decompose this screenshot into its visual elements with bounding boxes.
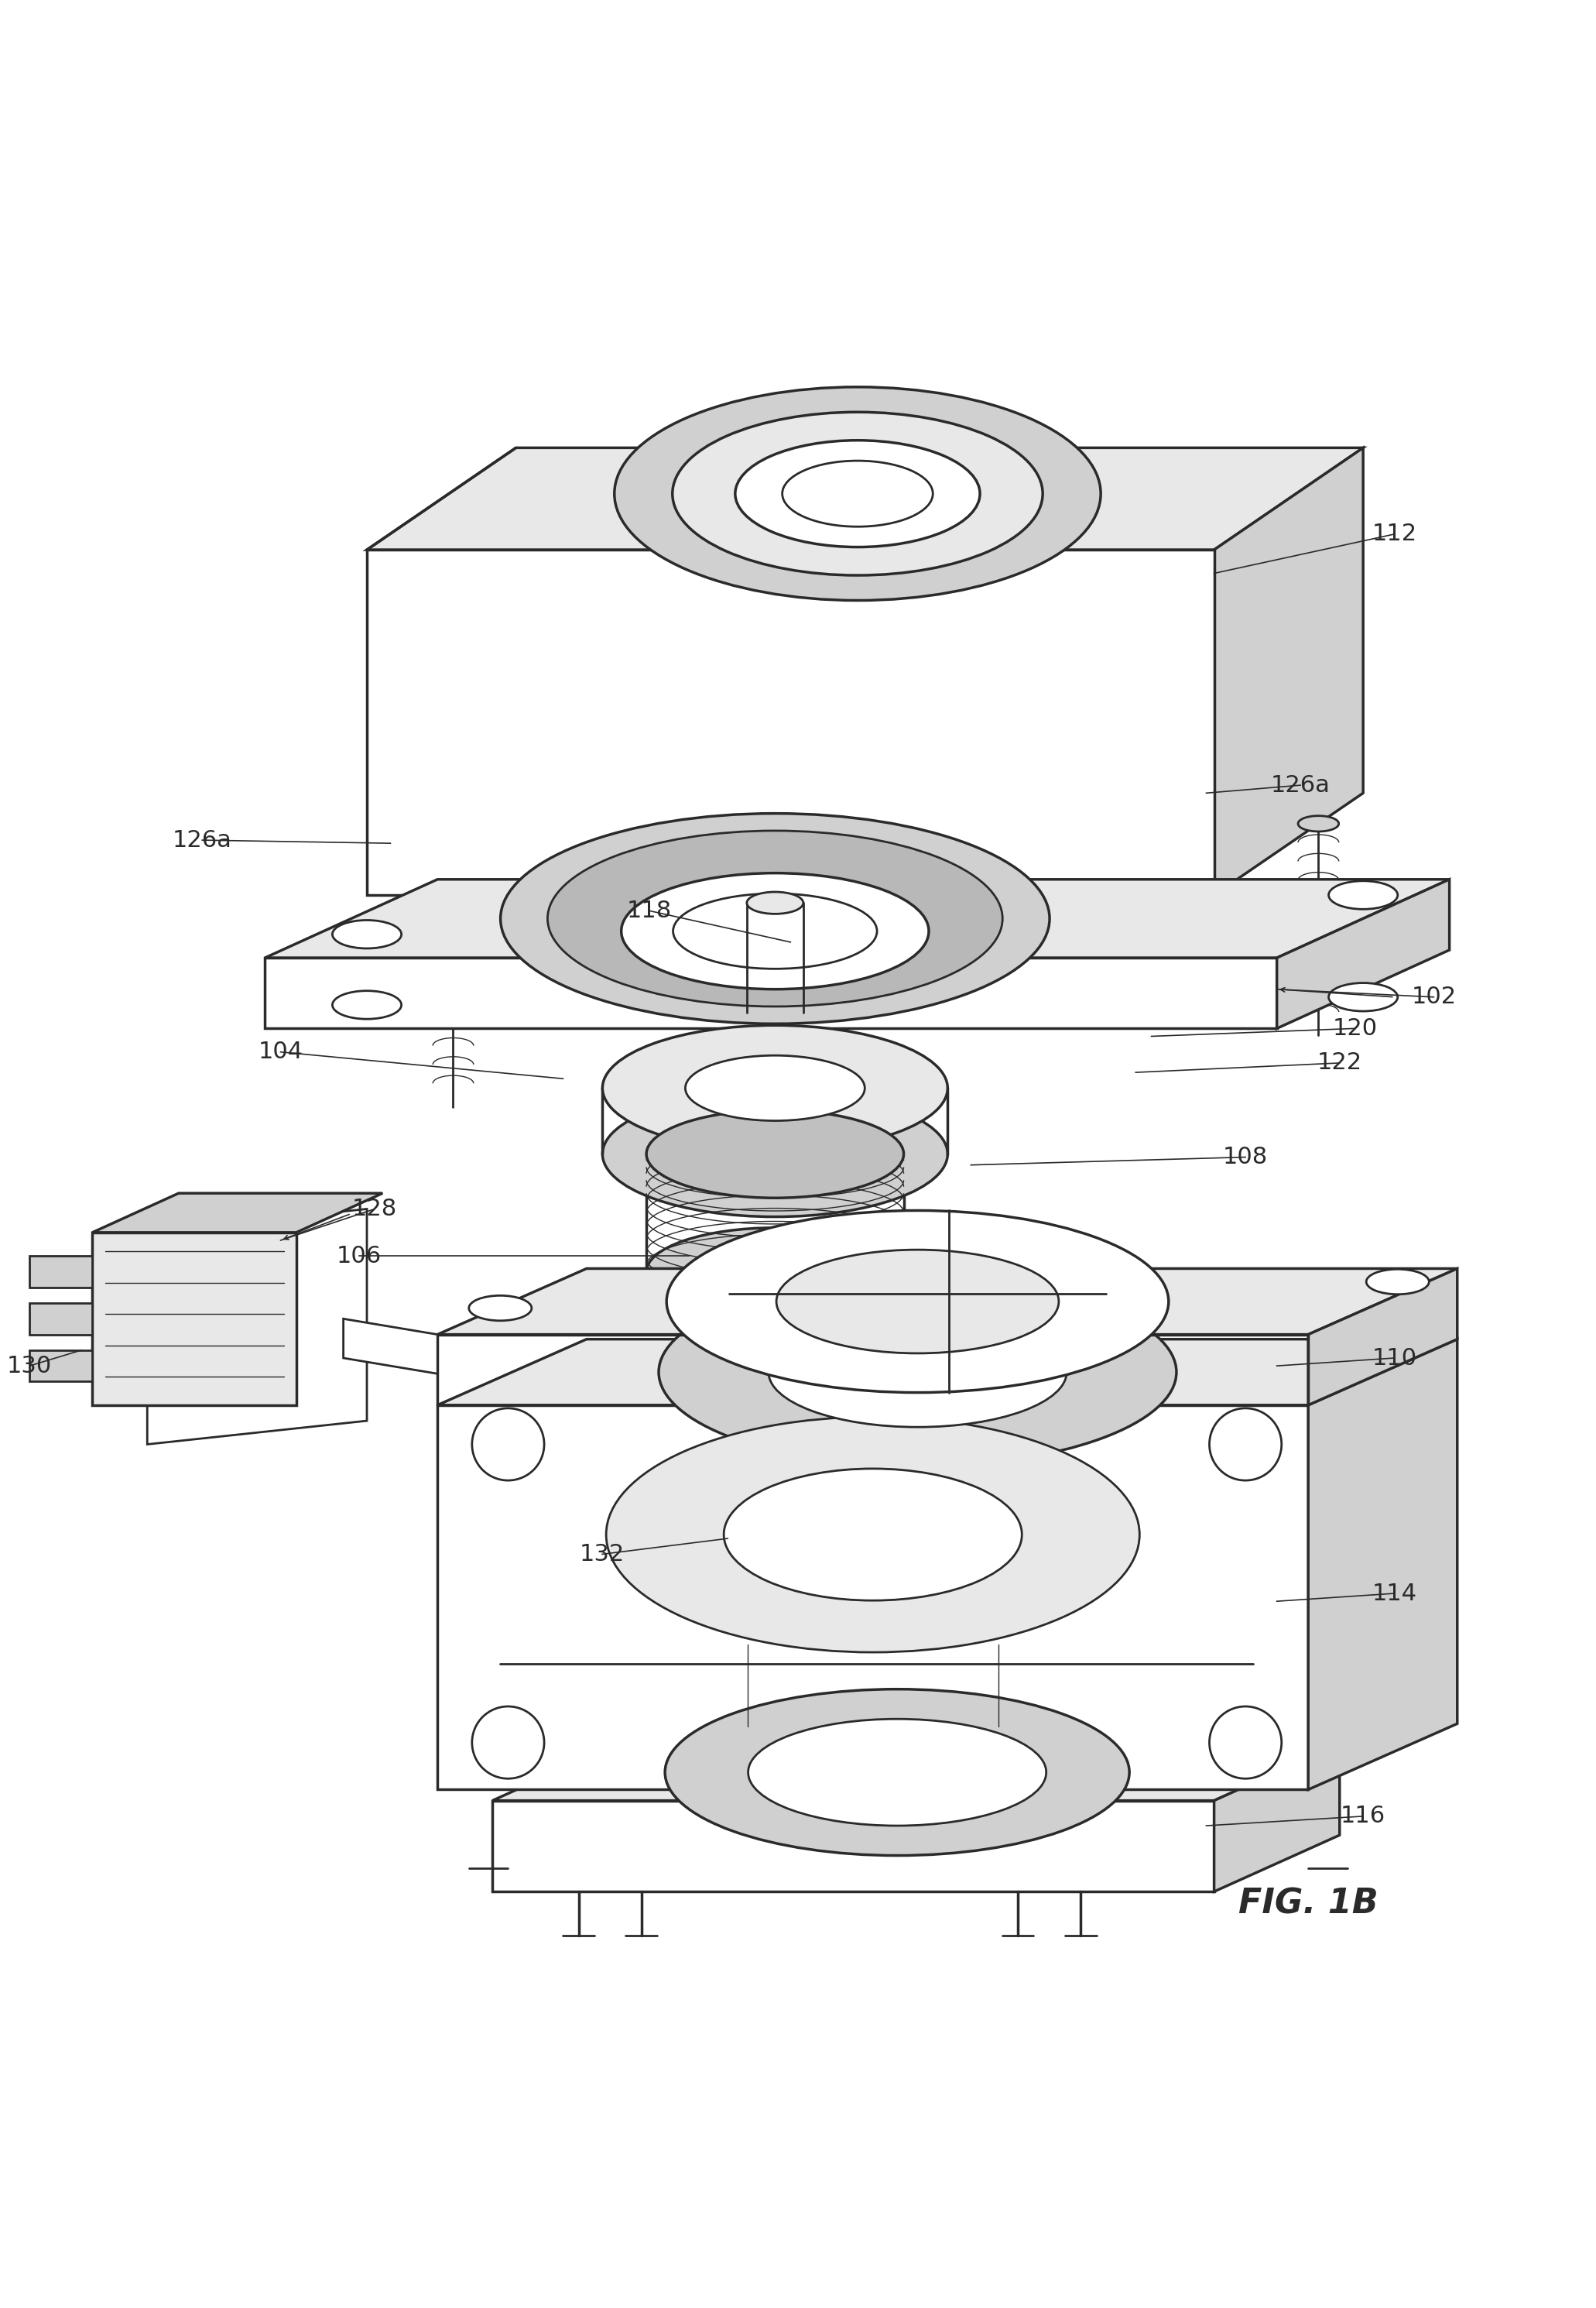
Ellipse shape bbox=[685, 1122, 865, 1186]
Ellipse shape bbox=[614, 388, 1101, 600]
Text: 112: 112 bbox=[1373, 524, 1417, 545]
Text: 130: 130 bbox=[6, 1355, 53, 1378]
Ellipse shape bbox=[646, 1110, 903, 1198]
Polygon shape bbox=[343, 1318, 437, 1373]
Polygon shape bbox=[265, 958, 1277, 1029]
Text: 126a: 126a bbox=[1270, 773, 1329, 796]
Text: 102: 102 bbox=[1411, 986, 1456, 1009]
Polygon shape bbox=[1215, 448, 1363, 896]
Polygon shape bbox=[30, 1256, 93, 1288]
Ellipse shape bbox=[332, 921, 402, 949]
Polygon shape bbox=[493, 1745, 1339, 1800]
Text: 132: 132 bbox=[579, 1544, 624, 1565]
Ellipse shape bbox=[472, 1706, 544, 1779]
Ellipse shape bbox=[776, 1249, 1058, 1352]
Ellipse shape bbox=[736, 441, 980, 547]
Polygon shape bbox=[93, 1193, 383, 1232]
Ellipse shape bbox=[469, 1295, 531, 1320]
Ellipse shape bbox=[547, 831, 1002, 1006]
Ellipse shape bbox=[1328, 882, 1398, 909]
Ellipse shape bbox=[659, 1279, 1176, 1466]
Polygon shape bbox=[1215, 1745, 1339, 1893]
Text: 108: 108 bbox=[1223, 1145, 1267, 1168]
Polygon shape bbox=[265, 879, 1449, 958]
Polygon shape bbox=[367, 549, 1215, 896]
Ellipse shape bbox=[606, 1417, 1140, 1653]
Polygon shape bbox=[437, 1406, 1309, 1789]
Polygon shape bbox=[93, 1232, 297, 1406]
Ellipse shape bbox=[667, 1209, 1168, 1392]
Text: 104: 104 bbox=[259, 1041, 303, 1064]
Ellipse shape bbox=[646, 1228, 903, 1316]
Polygon shape bbox=[1277, 879, 1449, 1029]
Polygon shape bbox=[493, 1800, 1215, 1893]
Ellipse shape bbox=[602, 1025, 948, 1152]
Polygon shape bbox=[437, 1269, 1457, 1334]
Polygon shape bbox=[30, 1304, 93, 1334]
Ellipse shape bbox=[672, 413, 1042, 575]
Ellipse shape bbox=[674, 893, 878, 969]
Text: 118: 118 bbox=[627, 900, 672, 921]
Ellipse shape bbox=[472, 1408, 544, 1479]
Polygon shape bbox=[147, 1209, 367, 1445]
Ellipse shape bbox=[1328, 983, 1398, 1011]
Text: FIG. 1B: FIG. 1B bbox=[1238, 1888, 1377, 1920]
Polygon shape bbox=[437, 1339, 1457, 1406]
Polygon shape bbox=[1309, 1339, 1457, 1789]
Ellipse shape bbox=[749, 1719, 1047, 1826]
Text: 114: 114 bbox=[1373, 1583, 1417, 1604]
Text: 110: 110 bbox=[1373, 1348, 1417, 1369]
Ellipse shape bbox=[747, 891, 803, 914]
Polygon shape bbox=[30, 1350, 93, 1382]
Text: 128: 128 bbox=[353, 1198, 397, 1221]
Ellipse shape bbox=[782, 462, 934, 526]
Ellipse shape bbox=[1210, 1706, 1282, 1779]
Ellipse shape bbox=[501, 812, 1050, 1025]
Ellipse shape bbox=[769, 1318, 1066, 1426]
Ellipse shape bbox=[433, 886, 474, 902]
Ellipse shape bbox=[1366, 1269, 1428, 1295]
Ellipse shape bbox=[1298, 815, 1339, 831]
Ellipse shape bbox=[621, 872, 929, 990]
Ellipse shape bbox=[666, 1689, 1130, 1856]
Polygon shape bbox=[1309, 1269, 1457, 1406]
Text: 106: 106 bbox=[337, 1244, 381, 1267]
Ellipse shape bbox=[725, 1468, 1021, 1599]
Polygon shape bbox=[367, 448, 1363, 549]
Ellipse shape bbox=[332, 990, 402, 1020]
Text: 116: 116 bbox=[1341, 1805, 1385, 1828]
Text: 120: 120 bbox=[1333, 1018, 1377, 1039]
Text: 126a: 126a bbox=[172, 829, 231, 852]
Text: 122: 122 bbox=[1317, 1052, 1361, 1073]
Ellipse shape bbox=[1210, 1408, 1282, 1479]
Ellipse shape bbox=[602, 1092, 948, 1216]
Ellipse shape bbox=[685, 1055, 865, 1122]
